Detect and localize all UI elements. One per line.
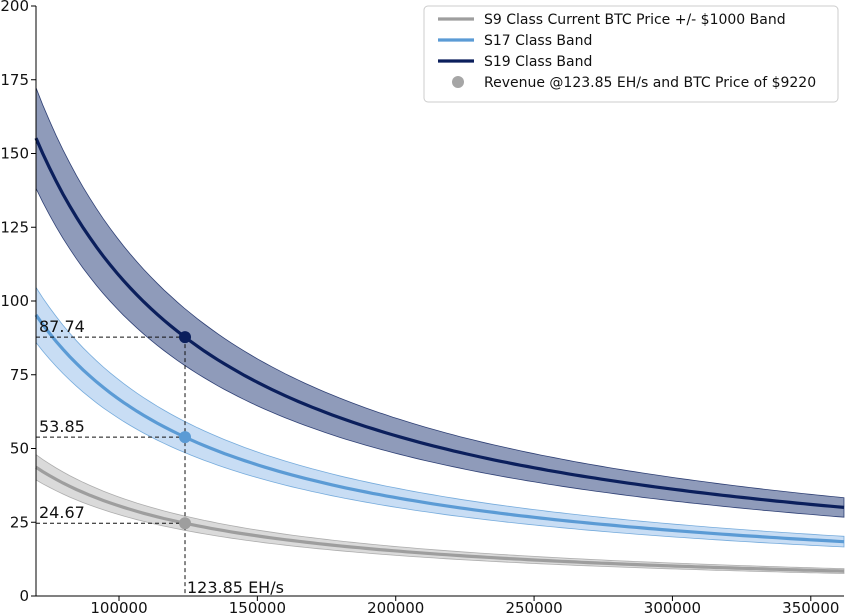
guide-lines — [36, 336, 186, 596]
x-tick-label: 150000 — [229, 599, 286, 616]
value-annotation-label: 87.74 — [39, 317, 85, 336]
legend: S9 Class Current BTC Price +/- $1000 Ban… — [423, 5, 839, 103]
x-tick-label: 100000 — [90, 599, 147, 616]
y-tick-label: 175 — [0, 71, 29, 89]
series-line-0 — [35, 465, 845, 573]
series-band-1 — [35, 286, 845, 548]
legend-marker-swatch — [452, 76, 464, 88]
legend-label: S19 Class Band — [484, 54, 592, 70]
y-axis-ticks: 0 25 50 75 100 125 150 175 200 — [0, 0, 36, 605]
revenue-marker-point — [179, 431, 192, 444]
y-tick-label: 75 — [10, 366, 29, 384]
line-layer — [34, 137, 845, 573]
revenue-marker-point — [179, 331, 192, 344]
marker-points — [179, 331, 192, 530]
annotation-labels: 87.74 53.85 24.67 123.85 EH/s — [39, 317, 284, 597]
hashrate-annotation-label: 123.85 EH/s — [187, 578, 284, 597]
legend-items: S9 Class Current BTC Price +/- $1000 Ban… — [438, 12, 816, 91]
y-tick-label: 200 — [0, 0, 29, 15]
x-tick-label: 250000 — [505, 599, 562, 616]
revenue-marker-point — [179, 517, 192, 530]
value-annotation-label: 24.67 — [39, 503, 85, 522]
y-tick-label: 100 — [0, 292, 29, 310]
series-line-1 — [34, 313, 845, 544]
series-band-2 — [35, 87, 845, 518]
x-tick-label: 200000 — [367, 599, 424, 616]
y-tick-label: 25 — [10, 513, 29, 531]
y-tick-label: 0 — [19, 587, 29, 605]
legend-label: S17 Class Band — [484, 33, 592, 49]
y-tick-label: 50 — [10, 440, 29, 458]
series-line-2 — [34, 137, 845, 509]
legend-label: S9 Class Current BTC Price +/- $1000 Ban… — [484, 12, 786, 28]
band-layer — [35, 87, 845, 574]
legend-label: Revenue @123.85 EH/s and BTC Price of $9… — [484, 75, 816, 91]
y-tick-label: 125 — [0, 218, 29, 236]
legend-box — [423, 5, 839, 103]
x-tick-label: 300000 — [644, 599, 701, 616]
series-band-0 — [35, 453, 845, 574]
x-tick-label: 350000 — [782, 599, 839, 616]
x-axis-ticks: 100000 150000 200000 250000 300000 350000 — [90, 596, 839, 616]
y-tick-label: 150 — [0, 145, 29, 163]
value-annotation-label: 53.85 — [39, 417, 85, 436]
